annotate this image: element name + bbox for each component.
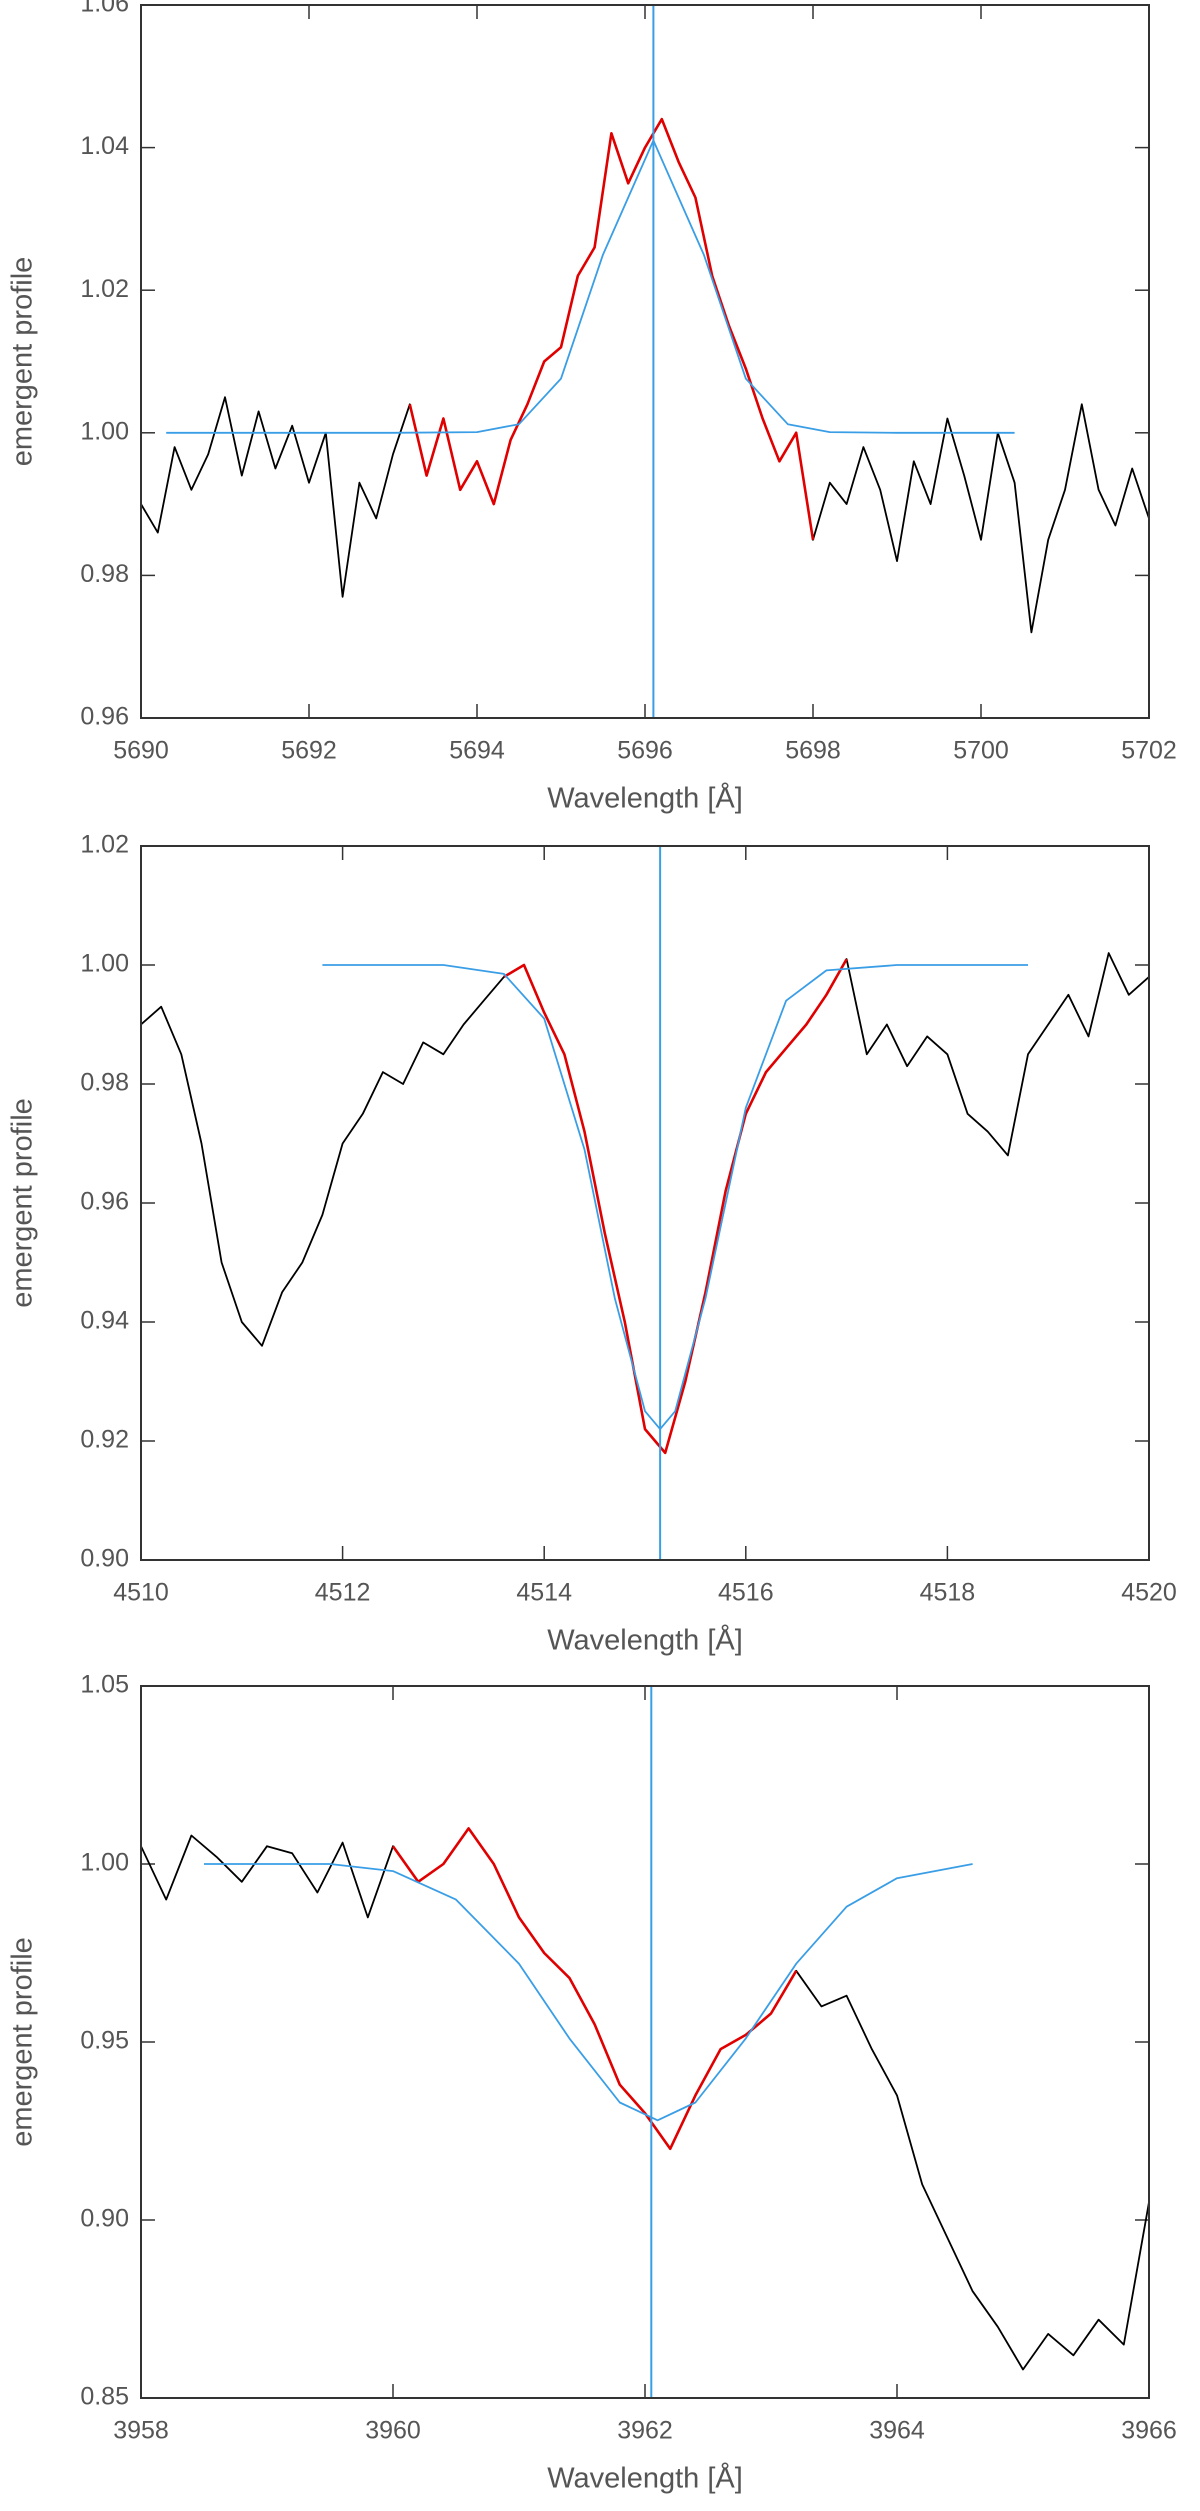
x-tick-label: 4512 — [315, 1579, 371, 1607]
x-tick-label: 3960 — [365, 2417, 421, 2445]
spectrum-line — [141, 1827, 1149, 2371]
y-tick-label: 0.96 — [80, 1188, 129, 1216]
y-tick-label: 1.02 — [80, 831, 129, 859]
y-tick-label: 0.98 — [80, 1069, 129, 1097]
y-tick-label: 0.85 — [80, 2383, 129, 2411]
y-tick-label: 1.00 — [80, 950, 129, 978]
x-tick-label: 5698 — [785, 737, 841, 765]
y-axis-label: emergent profile — [7, 1098, 39, 1308]
plot-frame — [140, 845, 1150, 1561]
y-tick-label: 1.00 — [80, 1849, 129, 1877]
x-tick-label: 4514 — [516, 1579, 572, 1607]
y-tick-label: 0.96 — [80, 703, 129, 731]
spectrum-line — [408, 117, 815, 541]
y-tick-label: 0.95 — [80, 2027, 129, 2055]
y-tick-label: 1.06 — [80, 0, 129, 18]
spectrum-line — [141, 952, 1149, 1454]
x-tick-label: 3962 — [617, 2417, 673, 2445]
x-tick-label: 3966 — [1121, 2417, 1177, 2445]
spectrum-line — [204, 1863, 973, 2122]
x-tick-label: 5694 — [449, 737, 505, 765]
x-tick-label: 5700 — [953, 737, 1009, 765]
y-tick-label: 1.05 — [80, 1671, 129, 1699]
x-tick-label: 4516 — [718, 1579, 774, 1607]
y-tick-label: 0.90 — [80, 1545, 129, 1573]
y-tick-label: 1.02 — [80, 275, 129, 303]
plot-frame — [140, 4, 1150, 719]
x-tick-label: 4510 — [113, 1579, 169, 1607]
y-tick-label: 0.94 — [80, 1307, 129, 1335]
y-axis-label: emergent profile — [7, 257, 39, 467]
y-tick-label: 0.90 — [80, 2205, 129, 2233]
x-tick-label: 4520 — [1121, 1579, 1177, 1607]
x-axis-label: Wavelength [Å] — [547, 782, 743, 815]
x-axis-label: Wavelength [Å] — [547, 2462, 743, 2495]
x-tick-label: 4518 — [920, 1579, 976, 1607]
x-tick-label: 3958 — [113, 2417, 169, 2445]
y-tick-label: 1.00 — [80, 417, 129, 445]
x-tick-label: 5702 — [1121, 737, 1177, 765]
y-tick-label: 1.04 — [80, 132, 129, 160]
spectrum-line — [503, 958, 848, 1455]
y-tick-label: 0.92 — [80, 1426, 129, 1454]
y-tick-label: 0.98 — [80, 560, 129, 588]
x-axis-label: Wavelength [Å] — [547, 1624, 743, 1657]
x-tick-label: 5690 — [113, 737, 169, 765]
y-axis-label: emergent profile — [7, 1937, 39, 2147]
spectrum-line — [166, 139, 1015, 434]
spectrum-line — [322, 964, 1028, 1430]
spectrum-line — [391, 1827, 798, 2151]
x-tick-label: 5692 — [281, 737, 337, 765]
spectrum-line — [141, 118, 1149, 634]
plot-frame — [140, 1685, 1150, 2399]
x-tick-label: 5696 — [617, 737, 673, 765]
x-tick-label: 3964 — [869, 2417, 925, 2445]
